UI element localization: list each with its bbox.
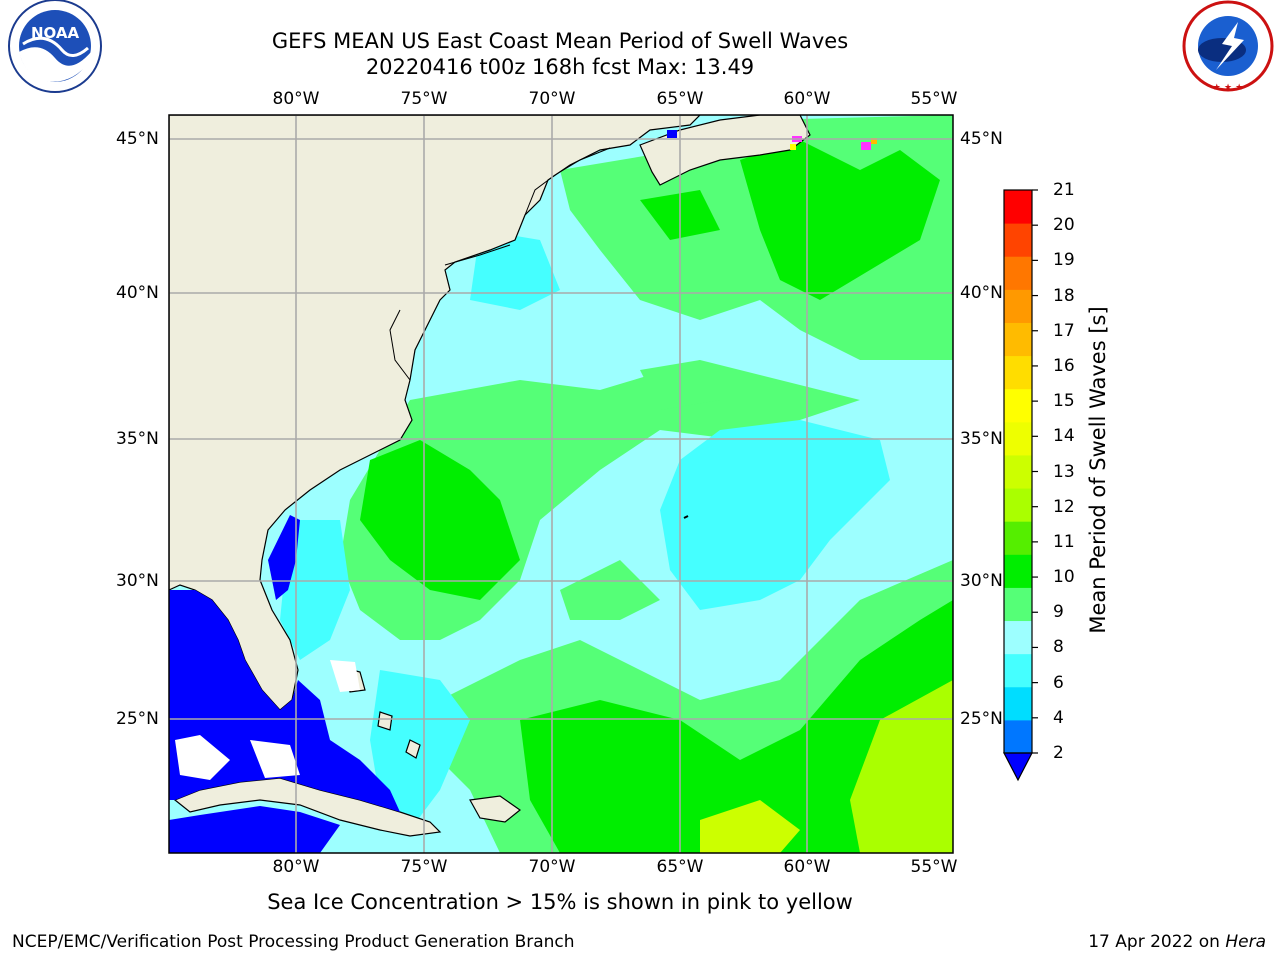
colorbar-swatch [1004,719,1032,754]
lat-label-left: 45°N [116,129,159,149]
colorbar-tick-label: 14 [1053,426,1075,447]
colorbar-swatch [1004,620,1032,655]
lon-label-bottom: 75°W [400,857,448,877]
chart-title: GEFS MEAN US East Coast Mean Period of S… [271,29,849,53]
colorbar-tick-label: 15 [1053,391,1075,412]
lat-label-left: 30°N [116,571,159,591]
colorbar-tick-label: 20 [1053,215,1075,236]
colorbar-title: Mean Period of Swell Waves [s] [1086,306,1110,634]
colorbar-tick-label: 11 [1053,531,1075,552]
lat-label-right: 25°N [960,709,1003,729]
colorbar-tick-label: 4 [1053,707,1064,728]
colorbar-tick-label: 2 [1053,743,1064,763]
colorbar-tick-label: 21 [1053,180,1075,200]
colorbar-swatch [1004,421,1032,456]
colorbar-swatch [1004,388,1032,423]
lon-label-bottom: 60°W [783,857,831,877]
colorbar-swatch [1004,488,1032,522]
colorbar-tick-label: 9 [1053,602,1064,623]
lon-label-top: 60°W [783,89,831,109]
colorbar-tick-label: 19 [1053,250,1075,271]
lat-label-right: 35°N [960,429,1003,449]
colorbar-swatch [1004,587,1032,622]
colorbar-tick-label: 10 [1053,567,1075,588]
colorbar-tick-label: 18 [1053,285,1075,306]
map-frame [168,114,954,854]
colorbar [1003,189,1038,782]
colorbar-tick-label: 6 [1053,672,1064,693]
colorbar-swatch [1004,355,1032,390]
colorbar-tick-label: 13 [1053,461,1075,482]
lon-label-top: 55°W [910,89,958,109]
colorbar-swatch [1004,686,1032,721]
lat-label-left: 35°N [116,429,159,449]
chart-subtitle: 20220416 t00z 168h fcst Max: 13.49 [365,55,755,79]
colorbar-swatch [1004,554,1032,588]
colorbar-tick-label: 12 [1053,496,1075,517]
nws-logo-icon: ★ ★ ★ [1182,0,1274,93]
lon-label-top: 65°W [656,89,704,109]
swell-field-cyan [280,230,890,830]
colorbar-tick-label: 8 [1053,637,1064,658]
noaa-logo-text: NOAA [31,24,80,42]
colorbar-swatch [1004,454,1032,489]
colorbar-tick-label: 17 [1053,320,1075,341]
swell-field-blue [169,515,400,853]
no-data-areas [175,660,360,780]
colorbar-underflow-arrow [1003,752,1033,782]
swell-field-green [360,140,953,853]
lat-label-left: 25°N [116,709,159,729]
colorbar-swatch [1004,653,1032,688]
sea-ice-note: Sea Ice Concentration > 15% is shown in … [267,890,853,914]
lat-label-right: 40°N [960,283,1003,303]
footer-host: Hera [1225,932,1266,952]
lon-label-top: 80°W [272,89,320,109]
lat-label-right: 45°N [960,129,1003,149]
colorbar-tick-label: 16 [1053,355,1075,376]
lon-label-bottom: 70°W [528,857,576,877]
footer-credit: NCEP/EMC/Verification Post Processing Pr… [12,932,575,952]
colorbar-swatch [1004,521,1032,555]
colorbar-swatch [1004,256,1032,290]
lon-label-bottom: 55°W [910,857,958,877]
footer-date: 17 Apr 2022 on Hera [1088,932,1266,952]
colorbar-swatch [1004,322,1032,357]
colorbar-swatch [1004,289,1032,323]
noaa-logo-icon: NOAA [8,0,102,93]
svg-text:★ ★ ★: ★ ★ ★ [1213,83,1243,93]
lat-label-right: 30°N [960,571,1003,591]
swell-field-yellow-green [700,680,953,853]
lon-label-top: 70°W [528,89,576,109]
lon-label-top: 75°W [400,89,448,109]
lon-label-bottom: 80°W [272,857,320,877]
colorbar-swatch [1004,223,1032,257]
map-gridlines [169,115,953,853]
lon-label-bottom: 65°W [656,857,704,877]
colorbar-swatch [1004,190,1032,224]
lat-label-left: 40°N [116,283,159,303]
